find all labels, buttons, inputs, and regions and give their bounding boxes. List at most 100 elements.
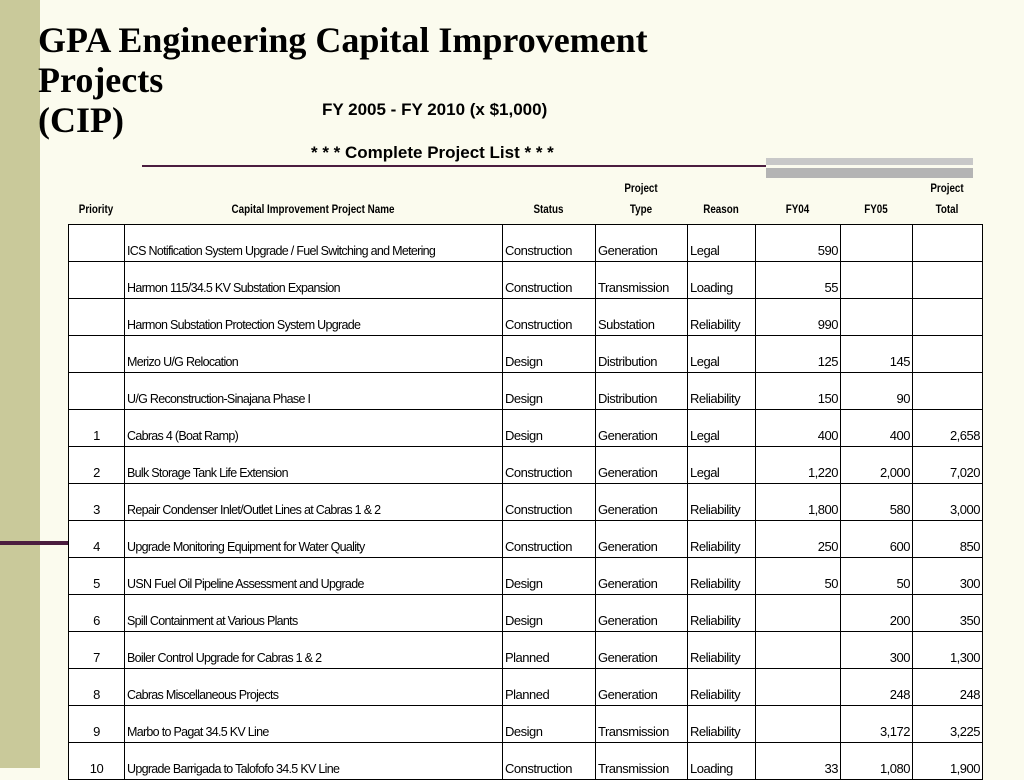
- project-name-cell: USN Fuel Oil Pipeline Assessment and Upg…: [124, 557, 503, 595]
- reason-cell: Reliability: [687, 520, 756, 558]
- fy05-cell: 2,000: [840, 446, 913, 484]
- project-total-cell: 248: [912, 668, 983, 706]
- title-divider: [142, 165, 972, 167]
- slide-title-line-3: (CIP): [38, 100, 124, 140]
- project-type-cell: Generation: [595, 557, 688, 595]
- project-total-cell: 7,020: [912, 446, 983, 484]
- table-header: Priority Capital Improvement Project Nam…: [68, 180, 982, 224]
- fy05-cell: 90: [840, 372, 913, 410]
- status-cell: Construction: [502, 520, 596, 558]
- priority-cell: [68, 372, 125, 410]
- project-type-cell: Generation: [595, 483, 688, 521]
- complete-list-note: * * * Complete Project List * * *: [311, 143, 554, 162]
- table-row: Harmon 115/34.5 KV Substation Expansion C…: [68, 261, 983, 299]
- fy05-cell: 580: [840, 483, 913, 521]
- project-name-cell: Repair Condenser Inlet/Outlet Lines at C…: [124, 483, 503, 521]
- table-row: ICS Notification System Upgrade / Fuel S…: [68, 224, 983, 262]
- project-type-cell: Transmission: [595, 705, 688, 743]
- status-cell: Design: [502, 372, 596, 410]
- table-row: 1 Cabras 4 (Boat Ramp) Design Generation Leg…: [68, 409, 983, 447]
- header-status: Status: [533, 202, 564, 216]
- fy05-cell: 50: [840, 557, 913, 595]
- table-row: 6 Spill Containment at Various Plants Desi…: [68, 594, 983, 632]
- table-row: 9 Marbo to Pagat 34.5 KV Line Design Transm…: [68, 705, 983, 743]
- reason-cell: Reliability: [687, 372, 756, 410]
- priority-cell: [68, 261, 125, 299]
- fy05-cell: 300: [840, 631, 913, 669]
- fy05-cell: [840, 224, 913, 262]
- table-row: U/G Reconstruction-Sinajana Phase I Desig…: [68, 372, 983, 410]
- fy04-cell: 990: [755, 298, 841, 336]
- priority-cell: 9: [68, 705, 125, 743]
- cip-project-table: ICS Notification System Upgrade / Fuel S…: [68, 224, 983, 780]
- reason-cell: Loading: [687, 261, 756, 299]
- fy04-cell: 33: [755, 742, 841, 780]
- fy04-cell: 590: [755, 224, 841, 262]
- status-cell: Construction: [502, 298, 596, 336]
- project-total-cell: [912, 335, 983, 373]
- project-name-cell: Upgrade Monitoring Equipment for Water Q…: [124, 520, 503, 558]
- fy04-cell: 50: [755, 557, 841, 595]
- fy05-cell: 600: [840, 520, 913, 558]
- table-row: 3 Repair Condenser Inlet/Outlet Lines at …: [68, 483, 983, 521]
- reason-cell: Reliability: [687, 631, 756, 669]
- project-total-cell: 3,000: [912, 483, 983, 521]
- header-project-type: Project Type: [624, 181, 658, 216]
- header-project-total: Project Total: [930, 181, 964, 216]
- status-cell: Construction: [502, 224, 596, 262]
- project-name-cell: Marbo to Pagat 34.5 KV Line: [124, 705, 503, 743]
- priority-cell: 2: [68, 446, 125, 484]
- project-name-cell: Upgrade Barrigada to Talofofo 34.5 KV Li…: [124, 742, 503, 780]
- project-type-cell: Generation: [595, 631, 688, 669]
- project-total-cell: [912, 372, 983, 410]
- fy05-cell: [840, 261, 913, 299]
- fy04-cell: [755, 705, 841, 743]
- header-fy05: FY05: [864, 202, 888, 216]
- project-total-cell: 850: [912, 520, 983, 558]
- project-type-cell: Generation: [595, 668, 688, 706]
- fy05-cell: 200: [840, 594, 913, 632]
- fy05-cell: 145: [840, 335, 913, 373]
- project-name-cell: Bulk Storage Tank Life Extension: [124, 446, 503, 484]
- project-type-cell: Distribution: [595, 372, 688, 410]
- project-total-cell: 3,225: [912, 705, 983, 743]
- fy05-cell: 3,172: [840, 705, 913, 743]
- fy05-cell: [840, 298, 913, 336]
- header-fy04: FY04: [785, 202, 810, 216]
- reason-cell: Reliability: [687, 483, 756, 521]
- project-name-cell: Boiler Control Upgrade for Cabras 1 & 2: [124, 631, 503, 669]
- reason-cell: Reliability: [687, 668, 756, 706]
- left-accent-rule: [0, 541, 68, 545]
- table-row: 5 USN Fuel Oil Pipeline Assessment and Up…: [68, 557, 983, 595]
- fy04-cell: 1,220: [755, 446, 841, 484]
- fy04-cell: [755, 631, 841, 669]
- project-type-cell: Generation: [595, 409, 688, 447]
- reason-cell: Legal: [687, 224, 756, 262]
- table-row: 2 Bulk Storage Tank Life Extension Constru…: [68, 446, 983, 484]
- project-total-cell: 1,300: [912, 631, 983, 669]
- priority-cell: 3: [68, 483, 125, 521]
- fy04-cell: 150: [755, 372, 841, 410]
- decorative-gray-bar: [766, 158, 973, 178]
- project-total-cell: 300: [912, 557, 983, 595]
- header-project-name: Capital Improvement Project Name: [231, 202, 395, 216]
- status-cell: Construction: [502, 446, 596, 484]
- priority-cell: [68, 298, 125, 336]
- reason-cell: Legal: [687, 409, 756, 447]
- priority-cell: 1: [68, 409, 125, 447]
- project-name-cell: Cabras 4 (Boat Ramp): [124, 409, 503, 447]
- status-cell: Design: [502, 557, 596, 595]
- table-row: Merizo U/G Relocation Design Distribution L…: [68, 335, 983, 373]
- header-priority: Priority: [78, 202, 114, 216]
- slide-title-line-1: GPA Engineering Capital Improvement: [38, 20, 648, 60]
- fy05-cell: 1,080: [840, 742, 913, 780]
- status-cell: Design: [502, 705, 596, 743]
- project-total-cell: 2,658: [912, 409, 983, 447]
- project-name-cell: U/G Reconstruction-Sinajana Phase I: [124, 372, 503, 410]
- priority-cell: 7: [68, 631, 125, 669]
- status-cell: Design: [502, 409, 596, 447]
- status-cell: Planned: [502, 631, 596, 669]
- left-accent-band: [0, 0, 40, 768]
- reason-cell: Reliability: [687, 557, 756, 595]
- fy04-cell: [755, 668, 841, 706]
